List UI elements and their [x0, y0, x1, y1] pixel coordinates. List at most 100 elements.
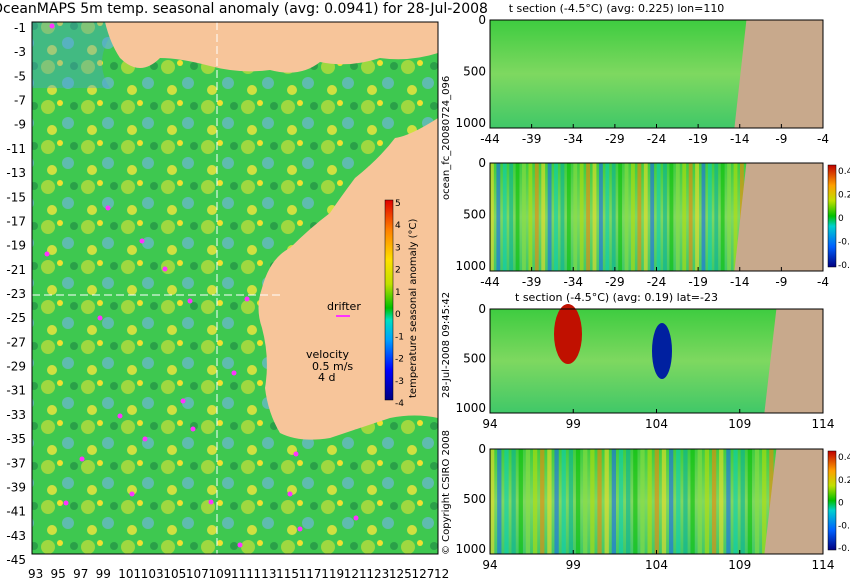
section-x-tick: 99	[566, 417, 581, 431]
section-stripe	[747, 449, 753, 554]
colorbar-tick: -4	[395, 399, 404, 409]
map-y-tick: -7	[14, 94, 26, 108]
section-x-tick: 109	[728, 558, 751, 572]
warm-anomaly	[554, 304, 582, 364]
section-stripe	[719, 449, 724, 554]
drifter-marker	[117, 413, 123, 419]
legend-speed: 0.5 m/s	[312, 360, 353, 373]
section-stripe	[547, 449, 552, 554]
section-stripe	[586, 163, 590, 271]
section-y-tick: 0	[478, 442, 486, 456]
map-x-tick: 115	[276, 567, 299, 580]
section-x-tick: -14	[730, 132, 750, 146]
map-x-tick: 105	[163, 567, 186, 580]
drifter-marker	[97, 315, 103, 321]
section-stripe	[568, 449, 574, 554]
section-y-tick: 0	[478, 156, 486, 170]
drifter-marker	[105, 205, 111, 211]
section-stripe	[707, 163, 712, 271]
section-stripe	[496, 163, 501, 271]
section-stripe	[518, 449, 523, 554]
section-stripe	[624, 163, 629, 271]
section-y-tick: 500	[463, 492, 486, 506]
section-stripe	[697, 449, 702, 554]
map-y-tick: -1	[14, 21, 26, 35]
section-stripe	[675, 163, 680, 271]
section-stripe	[540, 449, 545, 554]
section-panel-p3: t section (-4.5°C) (avg: 0.19) lat=-23 94…	[455, 291, 834, 431]
cold-anomaly	[652, 323, 672, 379]
section-stripe	[618, 163, 623, 271]
section-stripe	[733, 449, 738, 554]
colorbar-tick: 5	[395, 199, 401, 209]
velocity-colorbar-tick: -0.4	[838, 261, 850, 271]
drifter-marker	[49, 23, 55, 29]
map-y-tick: -15	[6, 190, 26, 204]
velocity-colorbar	[827, 450, 837, 551]
map-y-tick: -39	[6, 480, 26, 494]
section-stripe	[598, 163, 603, 271]
section-x-tick: -44	[480, 275, 500, 289]
velocity-colorbar-tick: -0.2	[838, 238, 850, 248]
drifter-marker	[287, 491, 293, 497]
section-y-tick: 0	[478, 13, 486, 27]
section-stripe	[611, 449, 617, 554]
section-stripe	[661, 449, 667, 554]
colorbar-tick: 4	[395, 221, 401, 231]
section-stripe	[647, 449, 652, 554]
legend-velocity: velocity	[306, 348, 349, 361]
drifter-marker	[244, 296, 250, 302]
map-y-tick: -35	[6, 432, 26, 446]
section-stripe	[525, 449, 531, 554]
section-x-tick: 94	[482, 417, 497, 431]
section-stripe	[650, 163, 655, 271]
section-stripe	[597, 449, 602, 554]
colorbar-tick: 3	[395, 243, 401, 253]
section-x-tick: -4	[817, 275, 829, 289]
section-y-tick: 1000	[455, 259, 486, 273]
section-x-tick: 104	[645, 417, 668, 431]
velocity-colorbar	[827, 164, 837, 268]
section-x-tick: -9	[775, 275, 787, 289]
legend-drifter: drifter	[327, 300, 361, 313]
section-panel-p1: t section (-4.5°C) (avg: 0.225) lon=110 -…	[455, 2, 829, 146]
drifter-marker	[237, 542, 243, 548]
map-y-tick: -11	[6, 142, 26, 156]
section-x-tick: 94	[482, 558, 497, 572]
section-panel-p2: -44 -39 -34 -29 -24 -19 -14 -9 -4 0 500 1000 0.4 0.2 0…	[455, 156, 850, 289]
map-x-tick: 121	[344, 567, 367, 580]
drifter-marker	[293, 451, 299, 457]
colorbar-tick: -1	[395, 332, 404, 342]
section-stripe	[726, 449, 731, 554]
section-x-tick: -14	[730, 275, 750, 289]
section-stripe	[560, 163, 565, 271]
section-stripe	[688, 163, 693, 271]
section-stripe	[509, 163, 514, 271]
velocity-colorbar-tick: 0.2	[838, 476, 850, 486]
section-stripe	[714, 163, 719, 271]
map-x-tick: 123	[366, 567, 389, 580]
section-x-tick: -34	[563, 275, 583, 289]
map-x-tick: 97	[73, 567, 88, 580]
section-x-tick: -44	[480, 132, 500, 146]
section-stripe	[579, 163, 584, 271]
section-stripe	[528, 163, 533, 271]
section-stripe	[522, 163, 526, 271]
section-stripe	[561, 449, 566, 554]
map-y-tick: -19	[6, 239, 26, 253]
section-stripe	[663, 163, 667, 271]
colorbar-tick: 2	[395, 266, 401, 276]
map-y-tick: -17	[6, 214, 26, 228]
section-stripe	[631, 163, 635, 271]
section-stripe	[695, 163, 699, 271]
section-panel-p4: 9499104109114050010000.40.20-0.2-0.4vel.…	[455, 442, 850, 572]
drifter-marker	[208, 499, 214, 505]
velocity-colorbar-tick: -0.4	[838, 544, 850, 554]
colorbar-tick: -2	[395, 355, 404, 365]
section-stripe	[704, 449, 710, 554]
section-y-tick: 1000	[455, 542, 486, 556]
map-x-tick: 125	[389, 567, 412, 580]
map-y-tick: -13	[6, 166, 26, 180]
section-stripe	[573, 163, 578, 271]
section-stripe	[727, 163, 732, 271]
